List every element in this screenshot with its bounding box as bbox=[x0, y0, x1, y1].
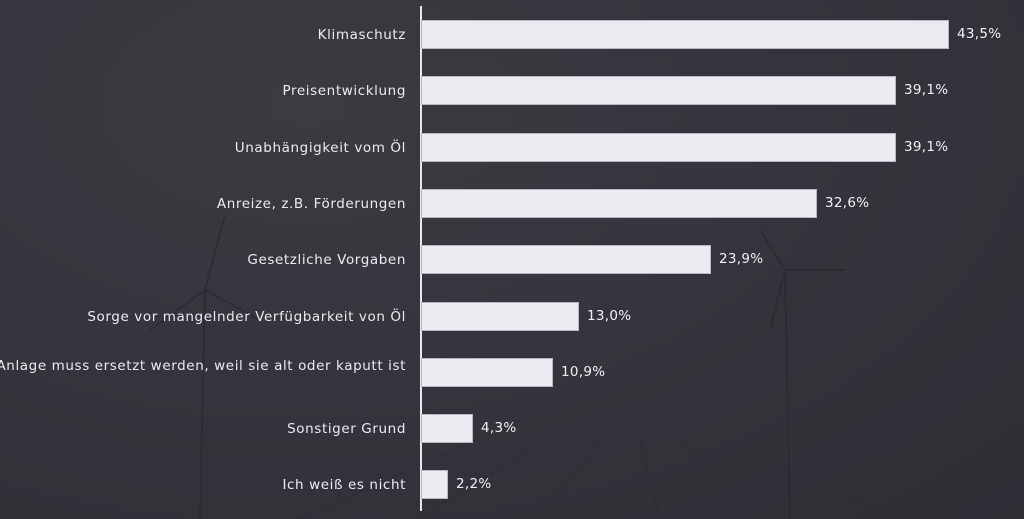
value-label: 13,0% bbox=[587, 307, 632, 324]
bar[interactable] bbox=[421, 20, 949, 49]
value-label: 32,6% bbox=[825, 194, 870, 211]
category-label: Preisentwicklung bbox=[282, 83, 406, 100]
bar[interactable] bbox=[421, 301, 579, 331]
bar-row: Anlage muss ersetzt werden, weil sie alt… bbox=[0, 357, 1024, 387]
bar[interactable] bbox=[421, 245, 711, 275]
bar[interactable] bbox=[421, 414, 473, 444]
category-label: Anlage muss ersetzt werden, weil sie alt… bbox=[0, 357, 406, 374]
value-label: 23,9% bbox=[719, 251, 764, 268]
category-label: Ich weiß es nicht bbox=[282, 477, 406, 494]
bar-row: Preisentwicklung 39,1% bbox=[0, 76, 1024, 106]
category-label: Gesetzliche Vorgaben bbox=[247, 252, 406, 269]
bar-row: Klimaschutz 43,5% bbox=[0, 20, 1024, 49]
bar-row: Anreize, z.B. Förderungen 32,6% bbox=[0, 188, 1024, 218]
bar-row: Ich weiß es nicht 2,2% bbox=[0, 470, 1024, 500]
bar-row: Unabhängigkeit vom Öl 39,1% bbox=[0, 132, 1024, 162]
bar[interactable] bbox=[421, 76, 896, 106]
category-label: Sorge vor mangelnder Verfügbarkeit von Ö… bbox=[87, 308, 406, 325]
value-label: 10,9% bbox=[561, 363, 606, 380]
category-label: Anreize, z.B. Förderungen bbox=[216, 195, 406, 212]
category-label: Unabhängigkeit vom Öl bbox=[234, 139, 406, 156]
category-label: Sonstiger Grund bbox=[287, 421, 406, 438]
bar[interactable] bbox=[421, 357, 553, 387]
bar[interactable] bbox=[421, 470, 448, 500]
category-label: Klimaschutz bbox=[317, 27, 406, 43]
bar-row: Gesetzliche Vorgaben 23,9% bbox=[0, 245, 1024, 275]
bar-row: Sonstiger Grund 4,3% bbox=[0, 414, 1024, 444]
value-label: 39,1% bbox=[904, 82, 949, 99]
value-label: 2,2% bbox=[456, 476, 492, 493]
value-label: 4,3% bbox=[481, 420, 517, 437]
value-label: 43,5% bbox=[957, 26, 1002, 42]
bar[interactable] bbox=[421, 188, 817, 218]
value-label: 39,1% bbox=[904, 138, 949, 155]
bar-row: Sorge vor mangelnder Verfügbarkeit von Ö… bbox=[0, 301, 1024, 331]
bar[interactable] bbox=[421, 132, 896, 162]
